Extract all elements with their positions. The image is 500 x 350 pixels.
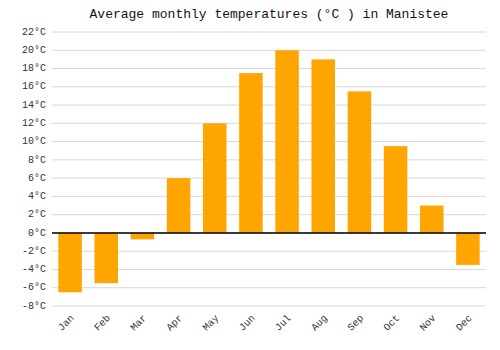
y-tick-label: 10°C xyxy=(22,136,46,147)
y-tick-label: 20°C xyxy=(22,45,46,56)
bar xyxy=(203,123,227,233)
x-tick-label: Sep xyxy=(346,313,367,334)
x-tick-label: Aug xyxy=(309,313,330,334)
y-ticks: -8°C -6°C -4°C -2°C 0°C 2°C 4°C 6°C 8°C 10°C 12°C 1… xyxy=(22,27,46,312)
x-tick-label: Jan xyxy=(56,313,77,334)
grid-line xyxy=(52,306,486,307)
bar xyxy=(348,91,372,233)
grid-line xyxy=(52,141,486,142)
y-tick-label: 18°C xyxy=(22,63,46,74)
x-tick-label: Apr xyxy=(165,313,186,334)
title: Average monthly temperatures (°C ) in Ma… xyxy=(90,7,449,22)
grid-line xyxy=(52,232,486,233)
grid-line xyxy=(52,32,486,33)
grid-line xyxy=(52,50,486,51)
y-tick-label: 12°C xyxy=(22,118,46,129)
grid-line xyxy=(52,105,486,106)
bar xyxy=(131,233,155,239)
bar xyxy=(167,178,191,233)
x-tick-label: Mar xyxy=(129,313,150,334)
x-tick-label: Nov xyxy=(418,313,439,334)
x-tick-label: May xyxy=(201,313,222,334)
y-tick-label: 4°C xyxy=(28,191,46,202)
bar xyxy=(58,233,82,292)
x-tick-label: Oct xyxy=(382,313,403,334)
x-tick-label: Jul xyxy=(273,313,294,334)
x-tick-label: Dec xyxy=(454,313,475,334)
bar xyxy=(94,233,118,283)
grid-line xyxy=(52,68,486,69)
bar xyxy=(239,73,263,233)
y-tick-label: 16°C xyxy=(22,81,46,92)
y-tick-label: -8°C xyxy=(22,301,46,312)
chart: -8°C -6°C -4°C -2°C 0°C 2°C 4°C 6°C 8°C 10°C 12°C 1… xyxy=(0,0,500,350)
y-tick-label: -4°C xyxy=(22,264,46,275)
bar xyxy=(311,59,335,233)
y-tick-label: 22°C xyxy=(22,27,46,38)
y-tick-label: 8°C xyxy=(28,155,46,166)
y-tick-label: -6°C xyxy=(22,282,46,293)
chart-container: -8°C -6°C -4°C -2°C 0°C 2°C 4°C 6°C 8°C 10°C 12°C 1… xyxy=(0,0,500,350)
x-tick-label: Feb xyxy=(92,313,113,334)
zero-line xyxy=(52,232,486,234)
y-tick-label: 0°C xyxy=(28,228,46,239)
bar xyxy=(275,50,299,233)
grid-line xyxy=(52,196,486,197)
x-tick-label: Jun xyxy=(237,313,258,334)
grid-line xyxy=(52,123,486,124)
bar xyxy=(456,233,480,265)
bars xyxy=(58,50,479,292)
y-tick-label: -2°C xyxy=(22,246,46,257)
grid xyxy=(52,32,486,306)
y-tick-label: 2°C xyxy=(28,209,46,220)
y-tick-label: 14°C xyxy=(22,100,46,111)
y-tick-label: 6°C xyxy=(28,173,46,184)
bar xyxy=(384,146,408,233)
grid-line xyxy=(52,178,486,179)
bar xyxy=(420,206,444,233)
grid-line xyxy=(52,287,486,288)
grid-line xyxy=(52,159,486,160)
x-ticks: Jan Feb Mar Apr May Jun Jul Aug Sep Oct Nov Dec xyxy=(56,313,474,334)
grid-line xyxy=(52,86,486,87)
